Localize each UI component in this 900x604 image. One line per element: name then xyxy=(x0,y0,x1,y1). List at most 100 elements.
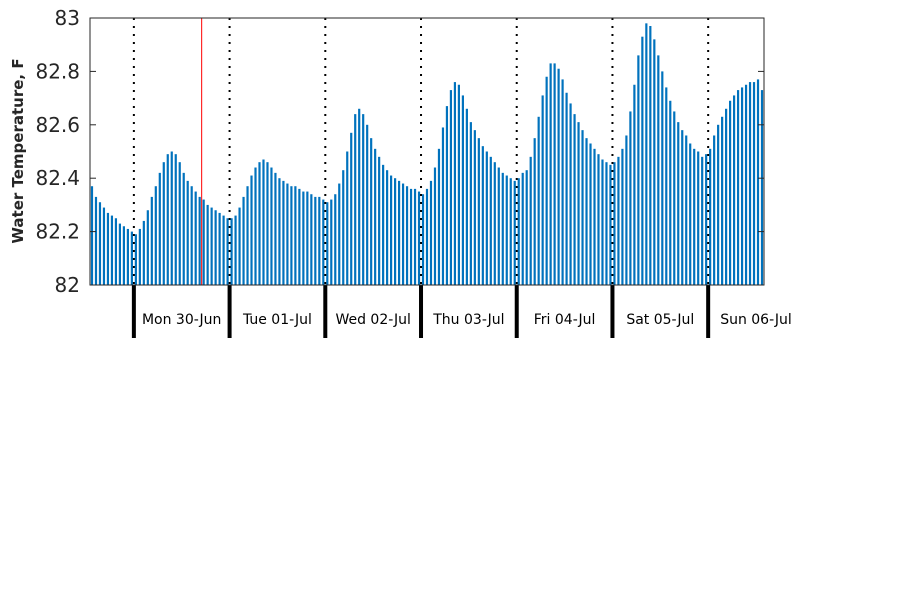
bar xyxy=(134,234,137,285)
bar xyxy=(557,68,560,285)
bar xyxy=(677,122,680,285)
bar xyxy=(126,228,129,285)
bar xyxy=(529,156,532,285)
bar xyxy=(342,170,345,285)
bar xyxy=(110,215,114,285)
bar xyxy=(637,55,640,285)
day-label: Sun 06-Jul xyxy=(720,312,792,328)
bar xyxy=(230,218,233,285)
bar xyxy=(521,172,524,285)
day-label: Mon 30-Jun xyxy=(142,312,222,328)
bar xyxy=(106,212,110,285)
bar xyxy=(537,116,540,285)
bar xyxy=(569,103,572,285)
bar xyxy=(709,148,712,285)
bar xyxy=(473,130,476,285)
bar xyxy=(752,82,756,285)
bar xyxy=(214,210,217,285)
bar xyxy=(465,108,468,285)
bar xyxy=(553,63,556,285)
bar xyxy=(449,90,453,285)
bar xyxy=(254,167,257,285)
bar xyxy=(210,207,213,285)
y-tick-label: 82 xyxy=(55,273,80,297)
bar xyxy=(744,84,748,285)
bar xyxy=(405,186,409,285)
bar xyxy=(505,175,508,285)
bar xyxy=(90,186,94,285)
y-axis: 82 82.2 82.4 82.6 82.8 83 xyxy=(35,6,764,297)
bar xyxy=(433,167,437,285)
bar xyxy=(158,172,161,285)
day-label: Tue 01-Jul xyxy=(242,312,312,328)
bar xyxy=(497,167,500,285)
bar xyxy=(338,183,341,285)
bar xyxy=(378,156,381,285)
bar xyxy=(246,186,249,285)
bars-layer xyxy=(90,23,764,286)
bar xyxy=(226,218,229,285)
bar xyxy=(413,188,417,285)
bar xyxy=(621,148,624,285)
bar xyxy=(238,207,241,285)
bar xyxy=(732,95,736,286)
bar xyxy=(358,108,361,285)
bar xyxy=(641,36,644,285)
bar xyxy=(401,183,405,285)
bar xyxy=(102,207,106,285)
bar xyxy=(306,191,309,285)
bar xyxy=(394,178,397,285)
bar xyxy=(713,135,716,285)
bar xyxy=(262,159,265,285)
bar xyxy=(760,90,764,285)
bar xyxy=(429,180,433,285)
bar xyxy=(645,23,648,286)
y-tick-label: 82.4 xyxy=(35,166,80,190)
bar xyxy=(689,143,692,285)
y-tick-label: 83 xyxy=(55,6,80,30)
day-label: Thu 03-Jul xyxy=(432,312,504,328)
bar xyxy=(625,135,628,285)
bar xyxy=(417,191,421,285)
bar xyxy=(585,138,588,285)
bar xyxy=(138,228,141,285)
x-axis-day-labels: Mon 30-Jun Tue 01-Jul Wed 02-Jul Thu 03-Jul… xyxy=(142,312,792,328)
bar xyxy=(114,218,118,285)
bar xyxy=(266,162,269,285)
bar xyxy=(362,114,365,286)
bar xyxy=(617,156,620,285)
bar xyxy=(605,162,608,285)
bar xyxy=(445,106,449,285)
bar xyxy=(274,172,277,285)
bar xyxy=(150,196,153,285)
bar xyxy=(609,164,612,285)
bar xyxy=(489,156,492,285)
bar xyxy=(421,194,425,285)
bar xyxy=(549,63,552,285)
bar xyxy=(190,186,193,285)
bar xyxy=(142,220,145,285)
bar xyxy=(577,122,580,285)
bar xyxy=(278,178,281,285)
bar xyxy=(382,164,385,285)
bar xyxy=(589,143,592,285)
bar xyxy=(146,210,149,285)
bar xyxy=(601,159,604,285)
bar xyxy=(322,199,325,285)
bar xyxy=(729,100,732,286)
plot-frame xyxy=(89,17,765,286)
bar xyxy=(565,92,568,285)
bar xyxy=(310,194,313,285)
bar xyxy=(701,156,704,285)
bar xyxy=(374,148,377,285)
bar xyxy=(290,186,293,285)
bar xyxy=(397,180,401,285)
bar xyxy=(748,82,752,285)
bar xyxy=(178,162,181,285)
bar xyxy=(493,162,496,285)
bar xyxy=(282,180,285,285)
bar xyxy=(485,151,488,285)
bar xyxy=(350,132,353,285)
